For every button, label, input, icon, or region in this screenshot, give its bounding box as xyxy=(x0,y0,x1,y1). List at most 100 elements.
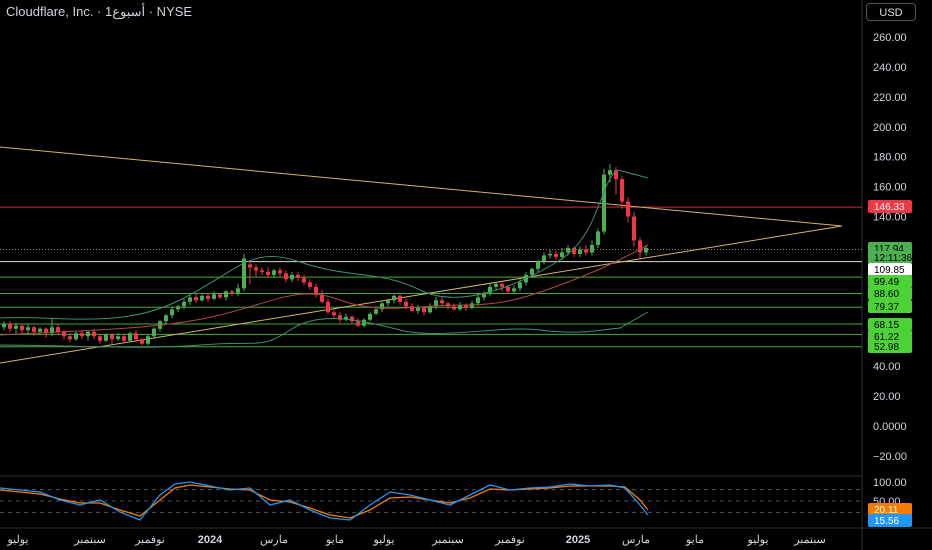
stoch-tick-label: 100.00 xyxy=(873,477,907,489)
bollinger-lower xyxy=(0,311,649,348)
candle-up xyxy=(608,170,612,175)
candle-up xyxy=(476,297,480,304)
x-tick-label: سبتمبر xyxy=(431,534,464,546)
stoch-k-value: 20.11 xyxy=(874,505,899,516)
price-tag-label: 146.33 xyxy=(874,202,905,213)
candle-up xyxy=(2,324,6,328)
candle-down xyxy=(332,312,336,316)
candle-down xyxy=(422,307,426,313)
y-tick-label: 180.00 xyxy=(873,152,907,164)
candle-down xyxy=(452,306,456,310)
price-tag-label: 99.49 xyxy=(874,277,899,288)
x-tick-label: نوفمبر xyxy=(134,534,165,546)
candle-up xyxy=(542,255,546,262)
candle-down xyxy=(464,304,468,308)
moving-average xyxy=(0,244,649,336)
candle-up xyxy=(560,252,564,257)
candle-up xyxy=(236,288,240,293)
candle-up xyxy=(644,247,648,253)
y-tick-label: 40.00 xyxy=(873,361,901,373)
candle-down xyxy=(122,336,126,341)
candle-down xyxy=(248,264,252,268)
candle-up xyxy=(566,247,570,253)
x-tick-label: يوليو xyxy=(6,534,28,546)
trendline-upper xyxy=(0,146,843,227)
y-tick-label: 20.00 xyxy=(873,391,901,403)
candle-down xyxy=(266,271,270,275)
candle-up xyxy=(104,334,108,341)
candle-up xyxy=(200,295,204,301)
price-tag-label: 109.85 xyxy=(874,265,905,276)
candle-up xyxy=(596,231,600,245)
candle-down xyxy=(62,331,66,337)
candle-down xyxy=(110,334,114,340)
candle-down xyxy=(56,327,60,332)
candle-up xyxy=(416,307,420,311)
price-tag-box xyxy=(868,340,912,353)
candle-down xyxy=(308,282,312,287)
candle-down xyxy=(302,277,306,283)
candle-down xyxy=(584,249,588,253)
candle-down xyxy=(20,325,24,331)
x-tick-label: 2024 xyxy=(198,534,223,546)
y-tick-label: 160.00 xyxy=(873,182,907,194)
candle-up xyxy=(590,244,594,253)
candle-up xyxy=(344,316,348,320)
x-tick-label: 2025 xyxy=(566,534,590,546)
candle-up xyxy=(26,327,30,331)
price-tag-box xyxy=(868,200,912,213)
currency-button[interactable]: USD xyxy=(866,3,916,21)
candle-up xyxy=(374,309,378,314)
price-tag-label: 12:11:36 xyxy=(874,253,913,264)
candle-up xyxy=(578,249,582,254)
candle-up xyxy=(272,270,276,275)
candle-up xyxy=(470,303,474,308)
candle-down xyxy=(206,295,210,299)
trendline-lower xyxy=(0,225,843,364)
candle-down xyxy=(404,301,408,307)
price-tag-box xyxy=(868,318,912,331)
price-tag-box xyxy=(868,251,912,264)
candle-down xyxy=(194,297,198,301)
candle-down xyxy=(626,201,630,217)
candle-up xyxy=(290,274,294,280)
candle-down xyxy=(218,294,222,298)
candle-down xyxy=(98,336,102,341)
candle-up xyxy=(488,286,492,293)
candle-down xyxy=(356,321,360,326)
y-tick-label: 220.00 xyxy=(873,92,907,104)
candle-down xyxy=(350,316,354,322)
candle-up xyxy=(494,283,498,287)
candle-down xyxy=(44,328,48,334)
candle-up xyxy=(38,328,42,332)
candle-down xyxy=(68,336,72,340)
candle-up xyxy=(602,174,606,232)
candle-up xyxy=(182,301,186,307)
price-tag-label: 79.37 xyxy=(874,302,899,313)
candle-up xyxy=(530,268,534,275)
candle-up xyxy=(146,336,150,344)
y-tick-label: 140.00 xyxy=(873,212,907,224)
candle-down xyxy=(92,331,96,337)
candle-down xyxy=(230,291,234,293)
price-tag-label: 68.15 xyxy=(874,320,899,331)
candle-down xyxy=(410,306,414,311)
candle-down xyxy=(254,267,258,271)
stoch-d-line xyxy=(0,481,649,521)
stoch-k-tag xyxy=(868,503,912,516)
candle-up xyxy=(548,253,552,256)
candle-down xyxy=(506,286,510,292)
candle-down xyxy=(320,294,324,302)
x-tick-label: سبتمبر xyxy=(793,534,826,546)
candle-up xyxy=(224,291,228,298)
x-tick-label: يوليو xyxy=(746,534,768,546)
y-tick-label: 260.00 xyxy=(873,32,907,44)
candle-down xyxy=(398,295,402,302)
symbol-title[interactable]: Cloudflare, Inc. · 1أسبوع · NYSE xyxy=(6,4,193,19)
candle-up xyxy=(164,315,168,322)
price-tag-box xyxy=(868,300,912,313)
x-tick-label: مارس xyxy=(622,534,650,546)
candle-down xyxy=(134,333,138,340)
